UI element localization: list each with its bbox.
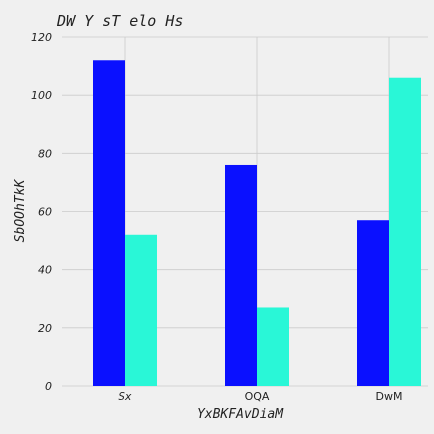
y-tick-label: 40 xyxy=(38,264,52,277)
x-axis-label: YxBKFAvDiaM xyxy=(197,407,284,422)
bar-series2-DwM xyxy=(389,77,421,386)
y-tick-label: 100 xyxy=(31,89,52,102)
bar-series1-Sx xyxy=(93,60,125,387)
x-tick-label: DwM xyxy=(376,390,403,403)
bars xyxy=(93,60,421,387)
x-tick-label: OQA xyxy=(245,390,270,403)
x-tick-label: Sx xyxy=(118,390,132,403)
bar-series1-DwM xyxy=(357,220,389,386)
bar-series2-Sx xyxy=(125,234,157,386)
tick-labels: 0 20 40 60 80 100 120 Sx OQA DwM xyxy=(31,31,402,403)
bar-series1-OQA xyxy=(225,164,257,386)
y-tick-label: 60 xyxy=(38,206,52,219)
bar-series2-OQA xyxy=(257,307,289,386)
chart-title: DW Y sT elo Hs xyxy=(56,12,183,30)
y-tick-label: 80 xyxy=(38,147,52,160)
y-tick-label: 0 xyxy=(45,380,52,393)
y-tick-label: 20 xyxy=(38,322,52,335)
y-axis-label: SbOOhTkK xyxy=(13,179,28,243)
y-tick-label: 120 xyxy=(31,31,52,44)
